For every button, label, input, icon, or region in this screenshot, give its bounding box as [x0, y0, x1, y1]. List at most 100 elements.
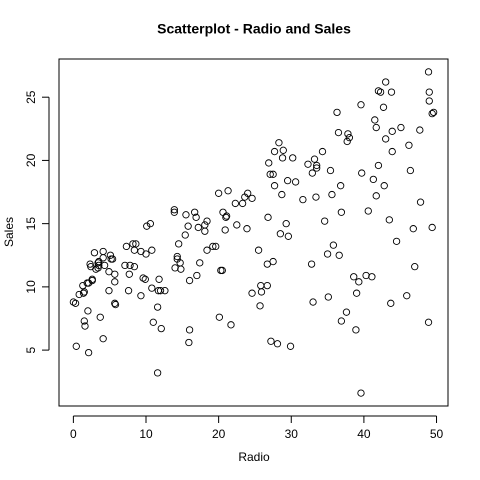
point [313, 161, 321, 170]
point [233, 221, 241, 229]
point [382, 78, 390, 86]
point [84, 279, 93, 287]
x-tick-label: 0 [70, 427, 77, 441]
point [215, 313, 224, 321]
point [69, 298, 78, 306]
point [243, 225, 251, 233]
point [185, 276, 194, 285]
point [299, 195, 307, 204]
point [329, 241, 338, 249]
point [321, 217, 329, 225]
point [344, 130, 352, 138]
point [122, 242, 131, 251]
plot-frame [58, 58, 449, 407]
point [269, 257, 277, 266]
point [238, 199, 247, 208]
point [392, 237, 401, 246]
point [424, 68, 433, 76]
point [143, 222, 151, 230]
point [337, 182, 345, 190]
point [241, 193, 249, 201]
point [284, 232, 293, 240]
point [224, 187, 232, 195]
point [269, 170, 277, 178]
point [75, 290, 83, 299]
y-tick-label: 15 [24, 217, 38, 231]
point [99, 247, 107, 256]
point [345, 134, 354, 142]
point [219, 208, 227, 216]
point [266, 170, 274, 178]
point [278, 190, 286, 199]
point [256, 302, 264, 310]
point [185, 338, 193, 347]
point [155, 275, 163, 283]
point [170, 208, 178, 216]
point [318, 147, 327, 156]
point [335, 251, 343, 259]
point [100, 261, 109, 270]
point [403, 292, 411, 300]
point [352, 326, 360, 334]
point [124, 287, 133, 295]
point [111, 278, 119, 286]
point [428, 223, 436, 232]
point [203, 217, 211, 225]
point [333, 108, 341, 117]
point [137, 292, 145, 300]
point [374, 161, 383, 170]
point [111, 300, 120, 309]
point [209, 242, 217, 251]
point [156, 287, 165, 295]
point [201, 221, 209, 229]
point [372, 192, 380, 200]
point [80, 317, 88, 325]
point [248, 194, 256, 203]
point [86, 260, 94, 268]
point [227, 321, 235, 329]
point [192, 213, 200, 221]
point [425, 97, 433, 105]
x-axis-label: Radio [238, 450, 270, 464]
point [304, 160, 312, 168]
point [323, 250, 332, 258]
point [176, 259, 184, 267]
point [276, 230, 285, 238]
point [362, 271, 370, 280]
point [328, 190, 336, 199]
point [387, 88, 396, 96]
point [409, 225, 417, 233]
point [214, 189, 223, 197]
point [355, 278, 363, 286]
point [286, 342, 295, 350]
y-tick-label: 25 [24, 90, 38, 104]
point [217, 266, 225, 275]
point [193, 271, 201, 280]
point [201, 227, 209, 235]
point [308, 169, 316, 177]
point [289, 154, 297, 162]
point [125, 270, 133, 278]
point [307, 260, 316, 268]
point [337, 208, 346, 216]
point [173, 252, 181, 261]
point [94, 264, 102, 272]
point [157, 324, 165, 333]
point [385, 216, 393, 224]
x-tick-label: 50 [430, 427, 444, 441]
point [275, 139, 283, 147]
point [182, 211, 190, 219]
point [397, 123, 405, 132]
point [137, 247, 145, 256]
point [175, 240, 183, 248]
point [185, 326, 194, 334]
point [282, 219, 290, 228]
point [263, 281, 271, 290]
point [148, 246, 156, 254]
point [425, 88, 433, 96]
point [371, 116, 379, 124]
point [257, 288, 266, 296]
point [270, 147, 279, 156]
point [191, 208, 199, 216]
